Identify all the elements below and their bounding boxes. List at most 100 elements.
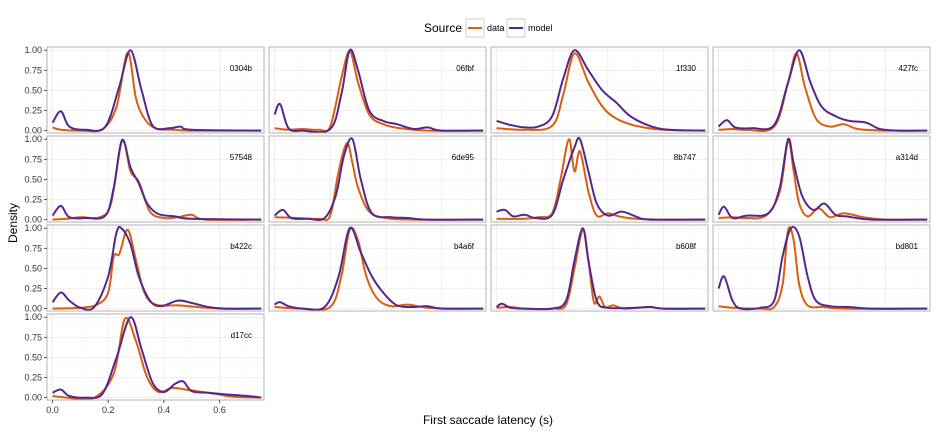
x-axis-title: First saccade latency (s) (423, 413, 553, 427)
y-tick-label: 0.75 (24, 65, 42, 75)
panel-background (713, 47, 930, 133)
legend-title: Source (424, 21, 462, 35)
y-tick-label: 0.75 (24, 243, 42, 253)
panel-border (268, 46, 487, 134)
y-tick-label: 0.00 (24, 304, 42, 314)
y-tick-label: 1.00 (24, 223, 42, 233)
series-line-model (51, 138, 262, 221)
facet-panel-1f330: 1f330 (490, 46, 709, 134)
facet-panel-b422c: b422c 0.00 0.25 0.50 0.75 1.00 (24, 223, 265, 314)
facet-panel-427fc: 427fc (712, 46, 931, 134)
panel-border (712, 224, 931, 312)
facet-label: 06fbf (456, 64, 475, 73)
y-tick-label: 0.00 (24, 393, 42, 403)
panel-border (490, 224, 709, 312)
panel-border (268, 135, 487, 223)
legend-label-model: model (528, 23, 553, 33)
series-line-model (274, 226, 484, 311)
series-line-model (51, 225, 262, 311)
facet-panel-b4a6f: b4a6f (268, 224, 487, 312)
series-line-data (496, 52, 706, 132)
facet-panel-57548: 57548 0.00 0.25 0.50 0.75 1.00 (24, 134, 265, 225)
panel-border (46, 224, 265, 312)
legend-label-data: data (487, 23, 505, 33)
panel-background (269, 136, 486, 222)
x-tick-label: 0.6 (213, 405, 226, 415)
facet-label: d17cc (231, 331, 252, 340)
facet-label: 57548 (230, 153, 253, 162)
series-line-data (718, 52, 928, 133)
panel-border (490, 46, 709, 134)
y-tick-label: 0.75 (24, 154, 42, 164)
facet-label: bd801 (896, 242, 919, 251)
panel-background (47, 136, 264, 222)
series-line-data (496, 138, 706, 221)
facet-panel-6de95: 6de95 (268, 135, 487, 223)
y-tick-label: 0.50 (24, 352, 42, 362)
x-tick-label: 0.0 (46, 405, 59, 415)
y-tick-label: 0.25 (24, 283, 42, 293)
panel-background (47, 225, 264, 311)
facet-label: 0304b (230, 64, 253, 73)
facet-label: a314d (896, 153, 918, 162)
legend: Source data model (424, 18, 553, 38)
x-tick-label: 0.4 (158, 405, 171, 415)
series-line-data (52, 51, 262, 133)
panel-border (46, 135, 265, 223)
panel-background (47, 314, 264, 400)
panel-border (46, 46, 265, 134)
y-tick-label: 0.50 (24, 263, 42, 273)
facet-label: 1f330 (676, 64, 697, 73)
facet-label: 6de95 (452, 153, 475, 162)
panel-border (712, 46, 931, 134)
series-line-model (495, 227, 706, 311)
panel-background (713, 225, 930, 311)
series-line-data (274, 226, 484, 311)
y-tick-label: 1.00 (24, 312, 42, 322)
series-line-model (496, 49, 706, 132)
y-axis-title: Density (6, 203, 20, 243)
panel-background (269, 225, 486, 311)
facet-panel-b608f: b608f (490, 224, 709, 312)
facet-panel-bd801: bd801 (712, 224, 931, 312)
y-tick-label: 0.75 (24, 332, 42, 342)
panel-border (268, 224, 487, 312)
facet-label: b608f (676, 242, 697, 251)
series-line-model (52, 316, 262, 399)
panel-background (491, 225, 708, 311)
series-line-data (52, 228, 262, 310)
panel-background (269, 47, 486, 133)
panel-background (491, 47, 708, 133)
facet-label: 8b747 (674, 153, 697, 162)
facet-panel-06fbf: 06fbf (268, 46, 487, 134)
series-line-model (51, 49, 262, 132)
facet-label: b422c (230, 242, 252, 251)
panel-background (713, 136, 930, 222)
x-tick-label: 0.2 (102, 405, 115, 415)
y-tick-label: 1.00 (24, 45, 42, 55)
facet-panel-d17cc: d17cc 0.00 0.25 0.50 0.75 1.00 0.0 0.2 0.4 0.6 (24, 312, 265, 415)
facet-label: 427fc (898, 64, 918, 73)
series-line-model (717, 49, 928, 132)
series-line-model (273, 137, 484, 221)
series-line-model (717, 137, 928, 221)
y-tick-label: 0.50 (24, 174, 42, 184)
panel-border (490, 135, 709, 223)
panel-border (46, 313, 265, 401)
y-tick-label: 0.25 (24, 372, 42, 382)
y-tick-label: 0.00 (24, 215, 42, 225)
series-line-data (718, 139, 928, 221)
facet-label: b4a6f (454, 242, 475, 251)
y-tick-label: 0.50 (24, 85, 42, 95)
facet-panel-8b747: 8b747 (490, 135, 709, 223)
y-tick-label: 1.00 (24, 134, 42, 144)
series-line-model (273, 48, 484, 133)
panel-background (47, 47, 264, 133)
facet-panels: 0304b 0.00 0.25 0.50 0.75 1.00 06fbf 1f330 427fc… (24, 45, 931, 415)
series-line-model (496, 136, 706, 221)
facet-panel-0304b: 0304b 0.00 0.25 0.50 0.75 1.00 (24, 45, 265, 136)
facet-panel-a314d: a314d (712, 135, 931, 223)
y-tick-label: 0.25 (24, 105, 42, 115)
